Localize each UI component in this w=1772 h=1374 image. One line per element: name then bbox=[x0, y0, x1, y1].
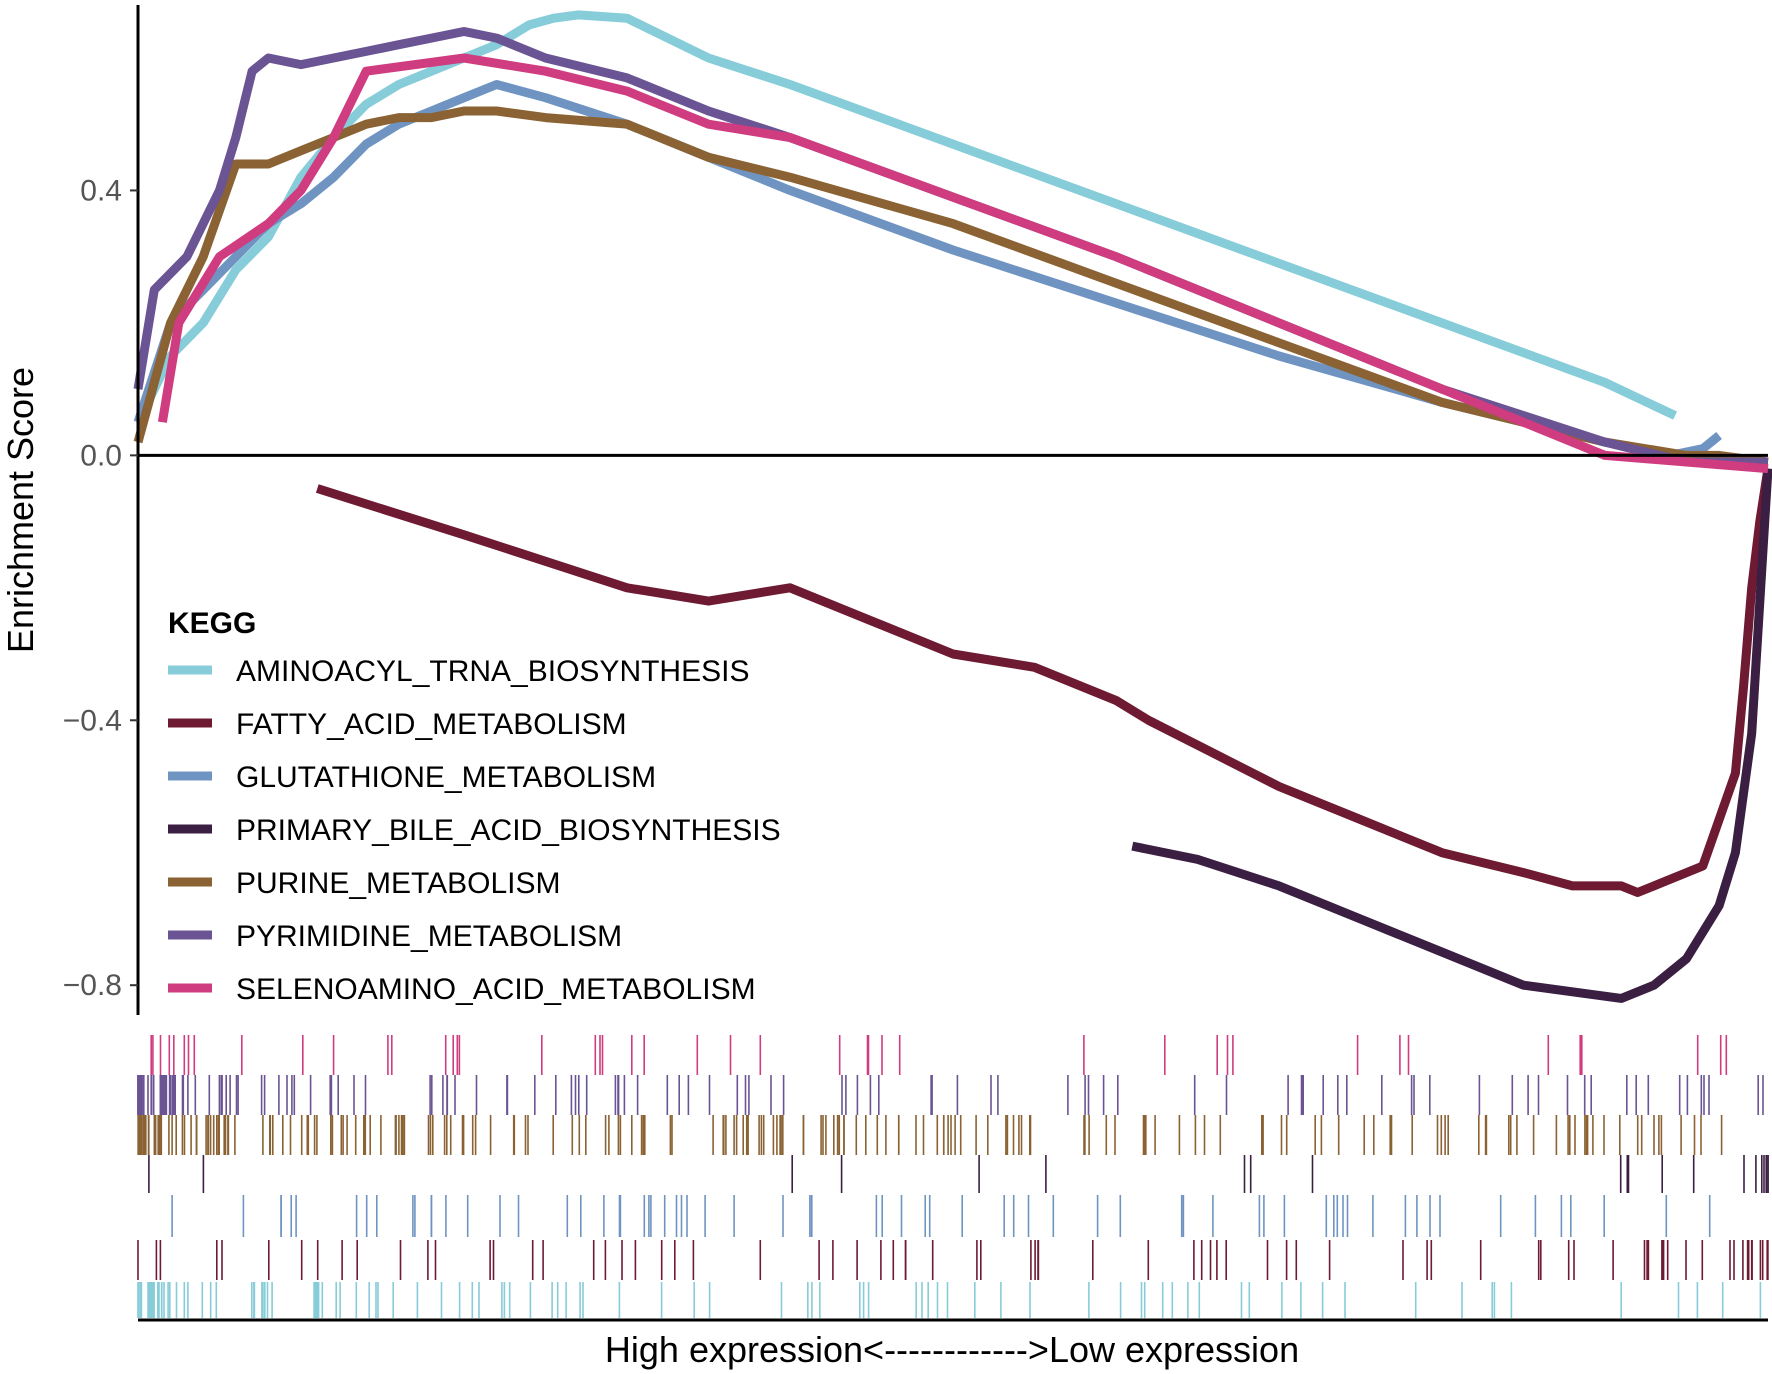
series-line-purine-metabolism bbox=[133, 106, 1769, 467]
axes bbox=[136, 5, 1768, 1322]
legend-label: PURINE_METABOLISM bbox=[236, 867, 561, 900]
y-tick-label: 0.4 bbox=[80, 174, 122, 207]
series-line-selenoamino-acid-metabolism bbox=[157, 53, 1769, 474]
y-ticks: 0.4 0.0 −0.4 −0.8 bbox=[63, 174, 138, 1002]
legend-label: GLUTATHIONE_METABOLISM bbox=[236, 761, 656, 794]
legend-label: PRIMARY_BILE_ACID_BIOSYNTHESIS bbox=[236, 814, 781, 847]
legend-label: FATTY_ACID_METABOLISM bbox=[236, 708, 627, 741]
y-tick-label: −0.8 bbox=[63, 969, 122, 1002]
series-line-aminoacyl-trna-biosynthesis bbox=[133, 10, 1678, 425]
hit-barcodes bbox=[137, 1035, 1769, 1318]
legend-label: AMINOACYL_TRNA_BIOSYNTHESIS bbox=[236, 655, 749, 688]
legend: KEGG AMINOACYL_TRNA_BIOSYNTHESIS FATTY_AC… bbox=[168, 607, 781, 1006]
x-axis-title: High expression<------------>Low express… bbox=[605, 1329, 1299, 1370]
y-axis-title: Enrichment Score bbox=[0, 367, 41, 653]
running-score-lines bbox=[133, 10, 1772, 1003]
legend-label: PYRIMIDINE_METABOLISM bbox=[236, 920, 622, 953]
legend-label: SELENOAMINO_ACID_METABOLISM bbox=[236, 973, 756, 1006]
series-line-fatty-acid-metabolism bbox=[315, 467, 1772, 897]
series-line-primary-bile-acid-biosynthesis bbox=[1131, 468, 1772, 1003]
legend-title: KEGG bbox=[168, 607, 256, 640]
y-tick-label: −0.4 bbox=[63, 704, 122, 737]
y-tick-label: 0.0 bbox=[80, 439, 122, 472]
